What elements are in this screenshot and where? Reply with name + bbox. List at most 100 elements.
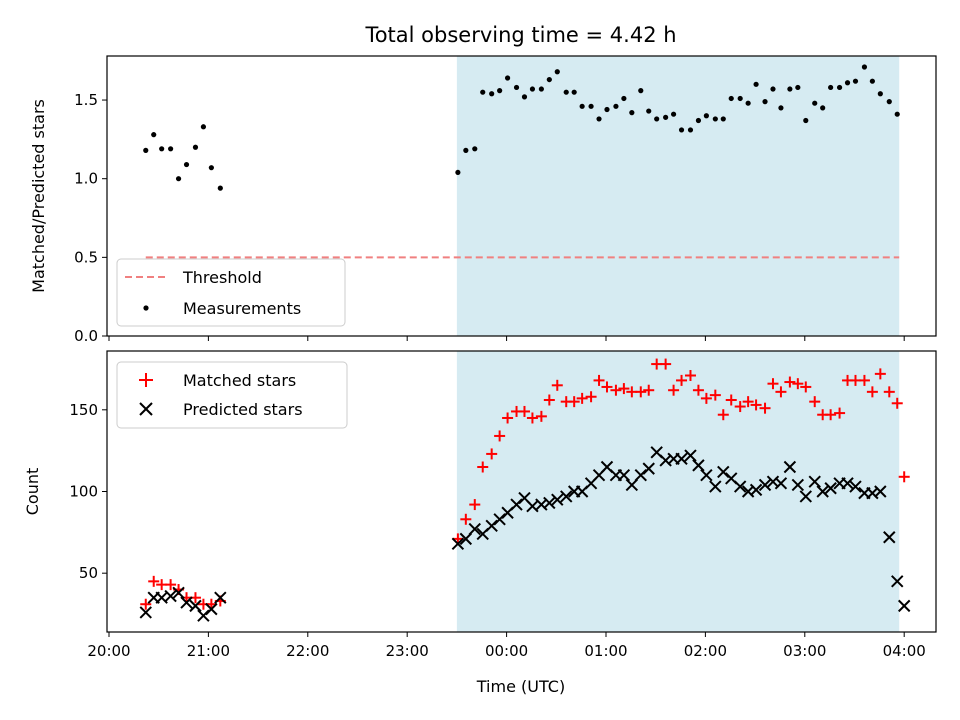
predicted-star-point	[543, 496, 556, 510]
measurement-point	[753, 81, 759, 87]
matched-star-point	[165, 579, 177, 591]
predicted-star-point	[634, 468, 647, 482]
measurement-point	[654, 116, 660, 122]
matched-star-point	[660, 358, 672, 370]
x-tick-label: 01:00	[584, 642, 627, 660]
measurement-point	[596, 116, 602, 122]
matched-star-point	[535, 410, 547, 422]
measurement-point	[728, 95, 734, 102]
x-tick-label: 21:00	[187, 642, 230, 660]
predicted-star-point	[874, 485, 887, 498]
measurement-point	[852, 78, 859, 84]
measurement-point	[513, 84, 520, 91]
measurement-point	[521, 94, 528, 100]
predicted-star-point	[717, 465, 730, 479]
matched-star-point	[692, 384, 704, 396]
measurement-point	[504, 75, 511, 81]
matched-star-point	[725, 394, 737, 406]
predicted-star-point	[684, 449, 697, 462]
x-tick-label: 02:00	[684, 642, 727, 660]
matched-star-point	[518, 405, 530, 417]
measurement-point	[737, 95, 743, 102]
predicted-star-point	[849, 480, 862, 493]
predicted-star-point	[205, 602, 218, 616]
predicted-star-point	[758, 478, 772, 492]
measurement-point	[472, 146, 478, 152]
y-tick-label: 1.5	[74, 91, 98, 109]
matched-star-point	[767, 378, 779, 390]
predicted-star-point	[799, 490, 812, 503]
measurement-point	[886, 99, 892, 105]
matched-star-point	[576, 392, 588, 404]
predicted-star-points	[139, 446, 911, 622]
predicted-star-point	[625, 478, 639, 492]
predicted-star-point	[172, 586, 185, 599]
x-tick-label: 20:00	[87, 642, 130, 660]
measurement-point	[455, 169, 461, 176]
measurement-point	[217, 185, 223, 191]
predicted-star-point	[214, 591, 227, 604]
legend-measurements-swatch	[143, 305, 149, 311]
matched-star-point	[700, 392, 712, 404]
bottom-legend-box	[116, 361, 348, 429]
measurement-point	[670, 111, 677, 117]
predicted-star-point	[459, 532, 473, 546]
measurement-point	[183, 161, 190, 168]
predicted-star-point	[451, 537, 465, 550]
y-tick-label: 50	[79, 564, 98, 582]
x-tick-label: 00:00	[485, 642, 528, 660]
measurement-point	[803, 117, 809, 124]
measurement-point	[200, 124, 207, 130]
matched-star-point	[601, 381, 613, 393]
measurement-point	[571, 89, 577, 95]
chart-title: Total observing time = 4.42 h	[364, 23, 676, 47]
legend-predicted-label: Predicted stars	[183, 400, 303, 419]
predicted-star-point	[189, 599, 202, 613]
bottom-panel: 50 100 150 20:00 21:00 22:00 23:00 00:00 01:00 0…	[23, 350, 937, 696]
measurement-point	[538, 86, 544, 92]
measurement-point	[480, 89, 486, 95]
top-legend-box	[116, 258, 346, 327]
measurement-point	[894, 111, 900, 117]
predicted-star-point	[700, 468, 713, 482]
matched-star-point	[593, 374, 605, 386]
matched-star-point	[775, 386, 787, 398]
matched-star-point	[759, 402, 771, 414]
predicted-star-point	[164, 589, 177, 603]
measurement-point	[159, 146, 165, 152]
matched-star-point	[825, 409, 837, 421]
predicted-star-point	[841, 477, 854, 490]
predicted-star-point	[510, 498, 523, 511]
predicted-star-point	[897, 599, 911, 613]
measurement-point	[621, 95, 627, 102]
observing-window-span	[456, 56, 900, 336]
legend-threshold-label: Threshold	[182, 268, 262, 287]
predicted-star-point	[180, 596, 193, 609]
bottom-y-ticks: 50 100 150	[69, 401, 107, 582]
matched-star-point	[784, 376, 796, 388]
matched-star-point	[635, 386, 647, 398]
measurement-point	[828, 84, 834, 91]
predicted-star-point	[824, 482, 837, 495]
matched-star-point	[668, 384, 680, 396]
top-axes-frame	[106, 55, 937, 337]
predicted-star-point	[774, 477, 788, 490]
matched-star-point	[709, 389, 721, 401]
matched-star-point	[610, 384, 622, 396]
predicted-star-point	[493, 513, 506, 526]
measurement-point	[563, 89, 569, 95]
matched-star-point	[494, 430, 506, 442]
measurement-point	[604, 106, 610, 113]
measurement-point	[778, 105, 784, 111]
predicted-star-point	[709, 480, 722, 493]
predicted-star-point	[468, 522, 481, 536]
predicted-star-point	[733, 480, 747, 493]
predicted-star-point	[791, 478, 805, 492]
matched-star-point	[469, 499, 481, 511]
predicted-star-point	[808, 475, 821, 488]
top-x-ticks	[108, 336, 905, 341]
measurement-point	[687, 127, 694, 133]
bottom-legend: Matched stars Predicted stars	[116, 361, 348, 429]
x-tick-label: 23:00	[386, 642, 429, 660]
measurement-point	[712, 116, 718, 122]
